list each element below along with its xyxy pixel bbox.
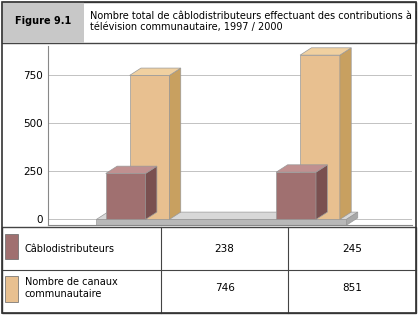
Polygon shape bbox=[97, 212, 358, 220]
Polygon shape bbox=[300, 55, 340, 220]
Bar bbox=[5, 234, 18, 259]
Polygon shape bbox=[106, 166, 157, 174]
Text: Nombre total de câblodistributeurs effectuant des contributions à la
télévision : Nombre total de câblodistributeurs effec… bbox=[90, 11, 418, 32]
Polygon shape bbox=[316, 165, 327, 220]
Polygon shape bbox=[145, 166, 157, 220]
Bar bbox=[5, 276, 18, 301]
Polygon shape bbox=[276, 172, 316, 220]
Text: 746: 746 bbox=[215, 283, 234, 293]
Text: 851: 851 bbox=[342, 283, 362, 293]
Text: 238: 238 bbox=[215, 243, 234, 254]
Text: 245: 245 bbox=[342, 243, 362, 254]
Text: Figure 9.1: Figure 9.1 bbox=[15, 16, 71, 26]
Text: Nombre de canaux
communautaire: Nombre de canaux communautaire bbox=[25, 277, 117, 299]
Polygon shape bbox=[130, 75, 169, 220]
Text: Câblodistributeurs: Câblodistributeurs bbox=[25, 243, 115, 254]
Polygon shape bbox=[300, 48, 351, 55]
Polygon shape bbox=[169, 68, 181, 220]
Bar bbox=[2, 2, 84, 43]
Polygon shape bbox=[340, 48, 351, 220]
Polygon shape bbox=[276, 165, 327, 172]
Polygon shape bbox=[130, 68, 181, 75]
Polygon shape bbox=[106, 174, 145, 220]
Polygon shape bbox=[97, 220, 347, 225]
Polygon shape bbox=[347, 212, 358, 225]
